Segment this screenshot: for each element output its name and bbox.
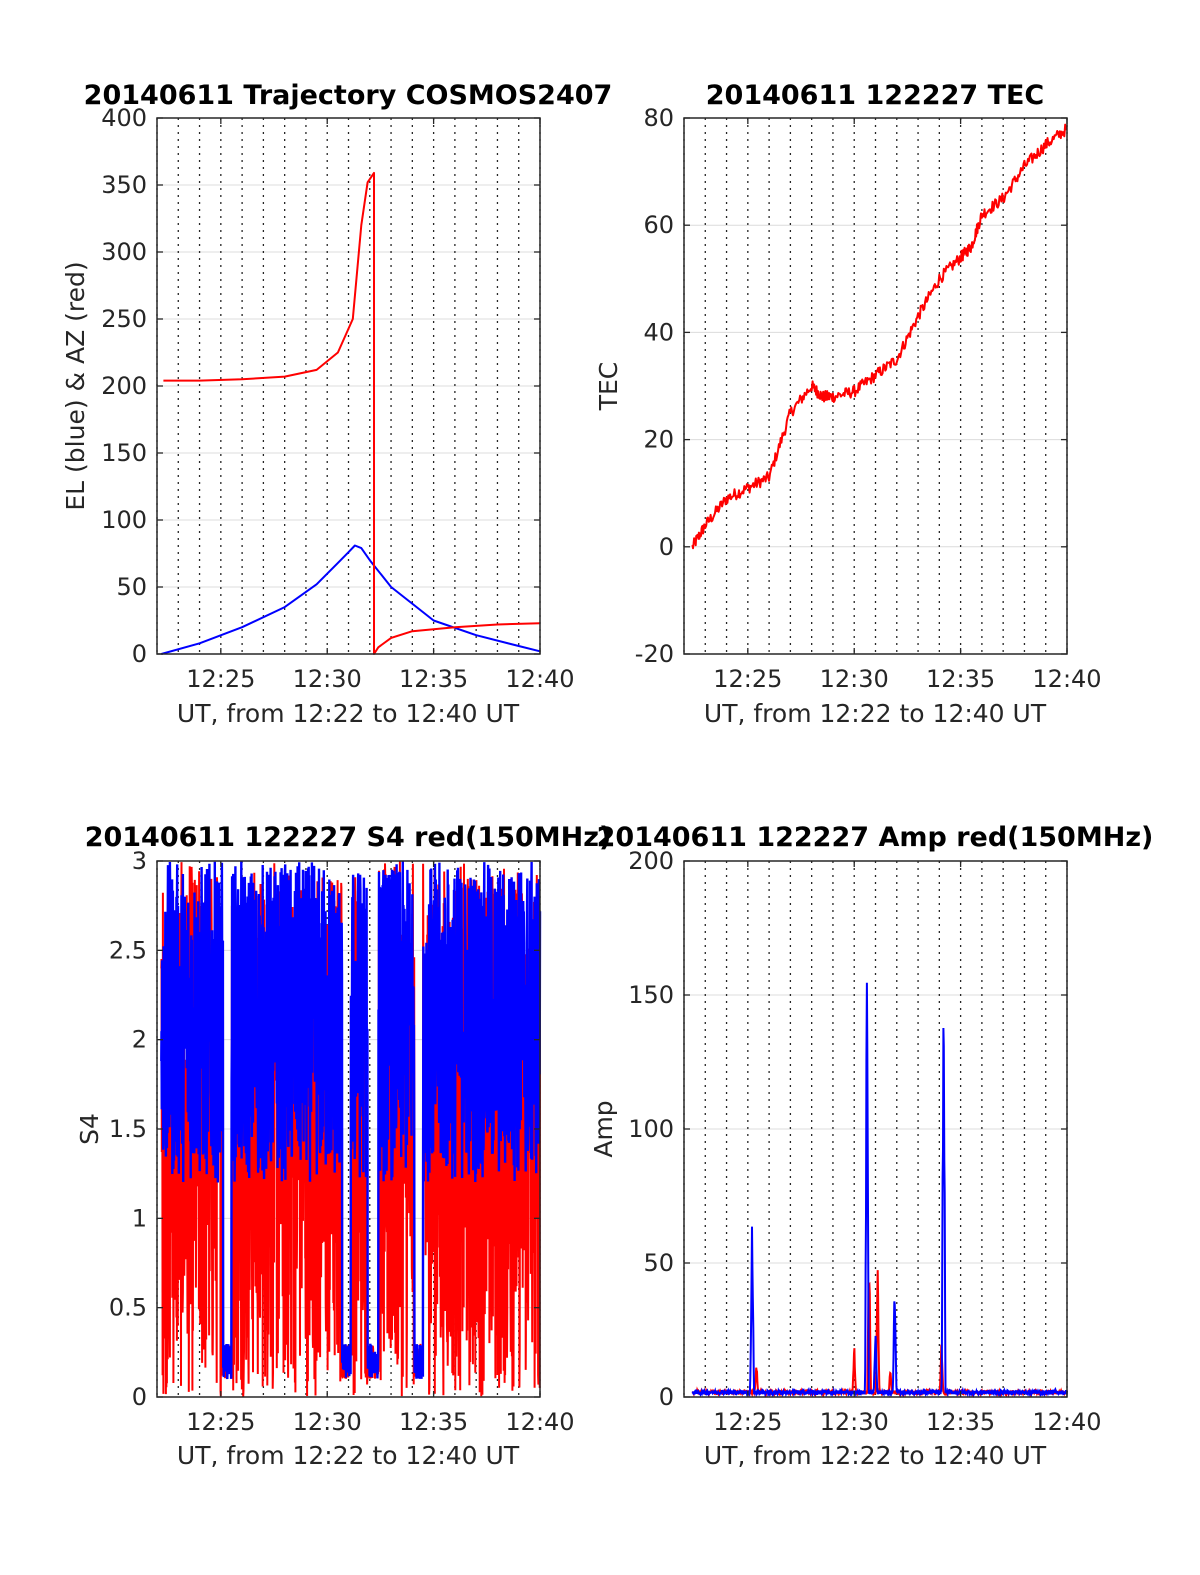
trajectory-ytick-label: 50 — [116, 573, 147, 601]
tec-ytick-label: 80 — [643, 104, 674, 132]
amp-series-red — [691, 1270, 1068, 1398]
trajectory-series-blue — [161, 544, 541, 655]
amp-ytick-label: 150 — [628, 981, 674, 1009]
tec-xtick-label: 12:25 — [713, 665, 782, 693]
amp-series-blue — [691, 982, 1068, 1399]
tec-panel: -20 0 20 40 60 80 12:25 12:30 12:35 12:40 2014061… — [594, 80, 1102, 728]
s4-ytick-label: 2.5 — [109, 936, 147, 964]
trajectory-xtick-label: 12:35 — [399, 665, 468, 693]
trajectory-xtick-label: 12:40 — [505, 665, 574, 693]
s4-xtick-label: 12:40 — [505, 1408, 574, 1436]
amp-ytick-label: 200 — [628, 847, 674, 875]
trajectory-xtick-label: 12:30 — [293, 665, 362, 693]
s4-ytick-label: 3 — [132, 847, 147, 875]
amp-xtick-label: 12:30 — [820, 1408, 889, 1436]
s4-xtick-label: 12:30 — [293, 1408, 362, 1436]
s4-ytick-label: 1 — [132, 1204, 147, 1232]
s4-xtick-label: 12:25 — [186, 1408, 255, 1436]
trajectory-title: 20140611 Trajectory COSMOS2407 — [84, 80, 613, 111]
trajectory-ytick-label: 150 — [101, 439, 147, 467]
tec-ytick-label: 60 — [643, 211, 674, 239]
amp-xtick-label: 12:40 — [1032, 1408, 1101, 1436]
trajectory-ytick-label: 200 — [101, 372, 147, 400]
trajectory-series-red — [163, 171, 541, 655]
amp-panel: 0 50 100 150 200 12:25 12:30 12:35 12:40 2014061… — [589, 822, 1153, 1470]
tec-ylabel: TEC — [594, 362, 623, 412]
s4-ytick-label: 2 — [132, 1026, 147, 1054]
trajectory-ytick-label: 100 — [101, 506, 147, 534]
s4-ytick-label: 0 — [132, 1383, 147, 1411]
tec-ytick-label: -20 — [635, 640, 674, 668]
tec-xtick-label: 12:30 — [820, 665, 889, 693]
amp-ytick-label: 50 — [643, 1249, 674, 1277]
trajectory-panel: 0 50 100 150 200 250 300 350 400 12:25 12:30 12:35 1… — [61, 80, 612, 728]
tec-axes-box — [683, 117, 1068, 655]
amp-xlabel: UT, from 12:22 to 12:40 UT — [704, 1441, 1047, 1470]
tec-xtick-label: 12:40 — [1032, 665, 1101, 693]
amp-ylabel: Amp — [589, 1100, 618, 1157]
trajectory-ytick-label: 350 — [101, 171, 147, 199]
s4-title: 20140611 122227 S4 red(150MHz) — [85, 822, 612, 853]
s4-ytick-label: 0.5 — [109, 1294, 147, 1322]
trajectory-xlabel: UT, from 12:22 to 12:40 UT — [177, 699, 520, 728]
amp-ytick-label: 100 — [628, 1115, 674, 1143]
tec-xtick-label: 12:35 — [926, 665, 995, 693]
trajectory-xtick-label: 12:25 — [186, 665, 255, 693]
trajectory-ytick-label: 0 — [132, 640, 147, 668]
s4-panel: 0 0.5 1 1.5 2 2.5 3 12:25 12:30 12:35 12:40 201406… — [75, 822, 611, 1470]
tec-ytick-label: 0 — [659, 533, 674, 561]
trajectory-ylabel: EL (blue) & AZ (red) — [61, 261, 90, 510]
trajectory-ytick-label: 400 — [101, 104, 147, 132]
s4-series-blue — [160, 861, 542, 1380]
s4-xtick-label: 12:35 — [399, 1408, 468, 1436]
tec-xlabel: UT, from 12:22 to 12:40 UT — [704, 699, 1047, 728]
tec-series-red — [691, 123, 1068, 550]
tec-ytick-label: 40 — [643, 318, 674, 346]
amp-xtick-label: 12:25 — [713, 1408, 782, 1436]
s4-ytick-label: 1.5 — [109, 1115, 147, 1143]
s4-ylabel: S4 — [75, 1113, 104, 1145]
s4-xlabel: UT, from 12:22 to 12:40 UT — [177, 1441, 520, 1470]
tec-ytick-label: 20 — [643, 426, 674, 454]
amp-ytick-label: 0 — [659, 1383, 674, 1411]
trajectory-ytick-label: 250 — [101, 305, 147, 333]
trajectory-ytick-label: 300 — [101, 238, 147, 266]
tec-title: 20140611 122227 TEC — [706, 80, 1045, 111]
amp-title: 20140611 122227 Amp red(150MHz) — [597, 822, 1154, 853]
amp-xtick-label: 12:35 — [926, 1408, 995, 1436]
